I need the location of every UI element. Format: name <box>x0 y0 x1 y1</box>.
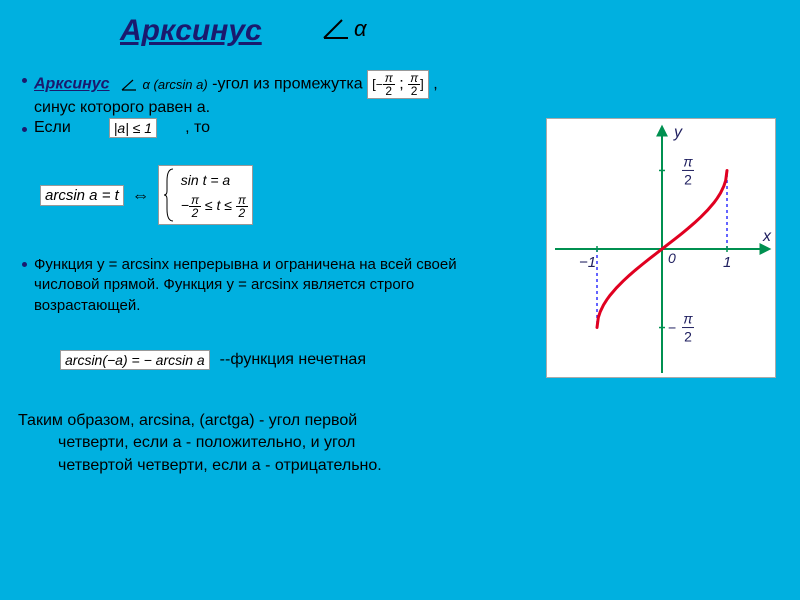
svg-text:2: 2 <box>684 171 692 187</box>
summary-line-1: Таким образом, arcsina, (arctga) - угол … <box>18 410 618 432</box>
svg-text:π: π <box>683 311 693 327</box>
svg-text:x: x <box>762 228 772 245</box>
svg-text:y: y <box>673 124 683 141</box>
definition-text-2: синус которого равен а. <box>34 99 210 116</box>
definition-angle-expr: α (arcsin a) <box>142 77 207 92</box>
esli-word: Если <box>34 119 71 137</box>
brace-system: sin t = a −π2 ≤ t ≤ π2 <box>158 165 253 225</box>
definition-text-1: -угол из промежутка <box>212 76 363 93</box>
svg-text:−1: −1 <box>579 254 596 271</box>
arcsin-definition-block: arcsin a = t ⇔ sin t = a −π2 ≤ t ≤ π2 <box>40 165 253 225</box>
odd-function-formula: arcsin(−a) = − arcsin a <box>60 350 210 370</box>
page-title: Арксинус <box>120 14 262 48</box>
bullet-icon <box>22 127 27 132</box>
definition-line: Арксинус α (arcsin a) -угол из промежутк… <box>34 70 554 117</box>
definition-comma: , <box>433 76 437 93</box>
title-alpha: α <box>354 16 367 42</box>
odd-function-line: arcsin(−a) = − arcsin a --функция нечетн… <box>60 350 366 370</box>
title-angle-symbol: α <box>320 16 367 42</box>
to-word: , то <box>185 119 210 137</box>
condition-line: Если |a| ≤ 1 , то <box>34 118 210 138</box>
brace-icon <box>163 167 175 223</box>
abs-inequality: |a| ≤ 1 <box>109 118 157 138</box>
summary-text: Таким образом, arcsina, (arctga) - угол … <box>18 410 618 477</box>
interval-box: [−π2 ; π2] <box>367 70 429 99</box>
odd-function-label: --функция нечетная <box>220 351 366 369</box>
svg-text:−: − <box>668 320 676 336</box>
angle-icon <box>320 16 350 42</box>
bullet-icon <box>22 262 27 267</box>
function-properties-text: Функция y = arcsinx непрерывна и огранич… <box>34 255 474 316</box>
arcsin-graph: 0xy−11π2−π2 <box>546 118 776 378</box>
summary-line-2: четверти, если а - положительно, и угол <box>18 432 618 454</box>
brace-bottom: −π2 ≤ t ≤ π2 <box>181 194 248 219</box>
svg-text:0: 0 <box>668 250 676 266</box>
bullet-icon <box>22 78 27 83</box>
svg-text:2: 2 <box>684 329 692 345</box>
angle-icon <box>120 78 138 92</box>
graph-canvas: 0xy−11π2−π2 <box>547 119 777 379</box>
summary-line-3: четвертой четверти, если а - отрицательн… <box>18 455 618 477</box>
brace-top: sin t = a <box>181 172 248 188</box>
arcsin-lhs: arcsin a = t <box>40 185 124 206</box>
svg-text:1: 1 <box>723 254 731 271</box>
iff-symbol: ⇔ <box>132 185 150 206</box>
svg-text:π: π <box>683 153 693 169</box>
definition-term: Арксинус <box>34 76 110 93</box>
